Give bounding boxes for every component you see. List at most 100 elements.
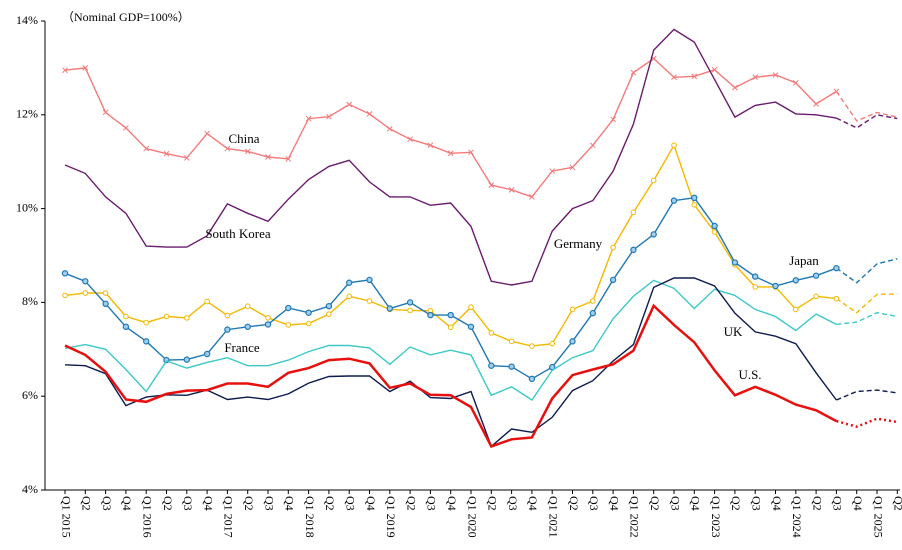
x-tick-label: Q1 2021 (546, 496, 560, 538)
marker (813, 293, 819, 300)
x-tick-label: Q4 (445, 496, 459, 511)
marker (792, 277, 800, 284)
marker (793, 306, 799, 313)
marker (549, 340, 556, 347)
x-tick-label: Q2 (161, 496, 175, 511)
marker (812, 272, 820, 279)
marker (163, 150, 170, 157)
marker (61, 270, 69, 277)
x-tick-label: Q4 (689, 496, 703, 511)
marker (62, 67, 68, 74)
marker (204, 298, 210, 305)
marker (183, 356, 190, 363)
projection-line (836, 293, 898, 314)
x-tick-label: Q4 (770, 496, 784, 511)
marker (691, 73, 698, 80)
marker (549, 168, 556, 174)
series-label: Germany (554, 236, 603, 251)
marker (346, 293, 353, 300)
x-tick-label: Q2 (810, 496, 824, 511)
x-tick-label: Q2 (242, 496, 256, 511)
x-tick-label: Q3 (668, 496, 682, 511)
marker (467, 323, 475, 330)
marker (691, 194, 698, 202)
marker (244, 323, 251, 330)
marker (630, 246, 637, 254)
marker (610, 244, 616, 251)
series-line (64, 303, 837, 448)
marker (366, 276, 373, 284)
marker (508, 363, 515, 370)
marker (752, 273, 759, 280)
x-tick-label: Q1 2020 (465, 496, 479, 538)
series-label: South Korea (205, 226, 271, 241)
series-label: U.S. (738, 367, 761, 382)
marker (366, 111, 373, 117)
marker (366, 298, 373, 304)
marker (589, 142, 596, 149)
x-tick-label: Q2 (648, 496, 662, 511)
x-tick-label: Q4 (364, 496, 378, 511)
marker (671, 142, 677, 149)
marker (508, 186, 515, 193)
marker (427, 311, 434, 319)
x-tick-label: Q3 (425, 496, 439, 511)
x-tick-label: Q2 (323, 496, 337, 511)
x-tick-label: Q3 (181, 496, 195, 511)
marker (691, 202, 698, 208)
marker (590, 298, 596, 304)
x-tick-label: Q3 (343, 496, 357, 511)
marker (569, 306, 576, 313)
marker (82, 290, 89, 296)
marker (386, 126, 393, 132)
x-tick-label: Q1 2023 (709, 496, 723, 538)
marker (163, 313, 170, 320)
x-tick-label: Q3 (506, 496, 520, 511)
marker (427, 142, 434, 149)
marker (670, 197, 678, 204)
marker (529, 194, 535, 200)
marker (265, 315, 271, 321)
marker (833, 264, 840, 272)
marker (650, 231, 657, 238)
marker (305, 309, 312, 316)
series-label: China (228, 131, 259, 146)
marker (224, 145, 231, 152)
x-tick-label: Q3 (262, 496, 276, 511)
marker (264, 321, 272, 328)
marker (407, 307, 413, 314)
marker (386, 305, 393, 312)
marker (833, 88, 840, 95)
series-line (64, 277, 837, 448)
x-tick-label: Q1 2019 (384, 496, 398, 538)
marker (224, 326, 231, 333)
marker (122, 323, 130, 330)
marker (447, 311, 454, 319)
marker (569, 338, 576, 345)
x-tick-label: Q2 (567, 496, 581, 511)
marker (244, 148, 251, 155)
x-tick-label: Q3 (587, 496, 601, 511)
x-tick-label: Q4 (526, 496, 540, 511)
marker (407, 136, 413, 143)
x-tick-label: Q4 (283, 496, 297, 511)
marker (82, 278, 89, 285)
x-tick-label: Q2 (486, 496, 500, 511)
marker (630, 69, 637, 76)
marker (488, 182, 495, 189)
marker (285, 156, 292, 162)
marker (528, 375, 536, 383)
marker (123, 313, 129, 320)
projection-line (836, 389, 898, 401)
x-tick-label: Q3 (749, 496, 763, 511)
projection-line (836, 114, 898, 129)
x-tick-label: Q4 (120, 496, 134, 511)
marker (508, 338, 515, 345)
projection-line (836, 417, 898, 429)
marker (123, 125, 129, 131)
marker (305, 320, 312, 327)
marker (529, 343, 535, 349)
marker (447, 324, 454, 331)
y-tick-label: 10% (16, 200, 38, 214)
